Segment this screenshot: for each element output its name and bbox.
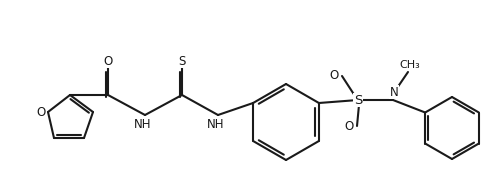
Text: S: S [178, 54, 186, 67]
Text: O: O [329, 68, 339, 82]
Text: S: S [354, 93, 362, 106]
Text: O: O [103, 54, 113, 67]
Text: O: O [37, 105, 45, 119]
Text: N: N [389, 85, 398, 99]
Text: O: O [345, 121, 354, 133]
Text: NH: NH [134, 117, 152, 131]
Text: NH: NH [207, 117, 225, 131]
Text: CH₃: CH₃ [400, 60, 420, 70]
